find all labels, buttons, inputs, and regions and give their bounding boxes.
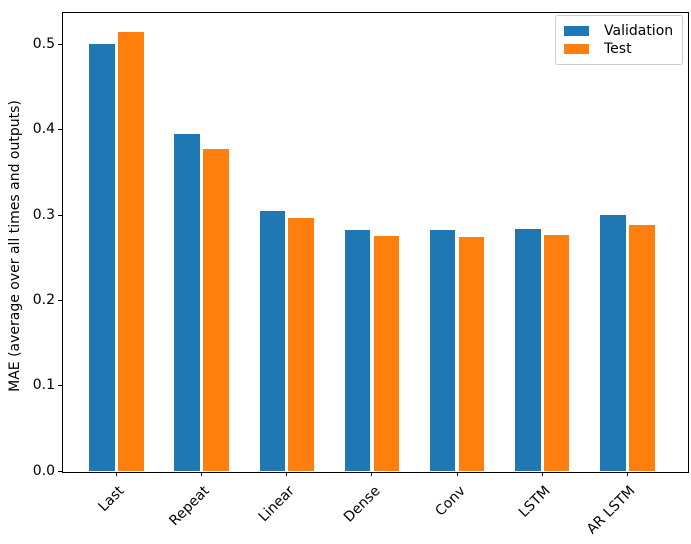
y-tick-label: 0.5 <box>32 35 55 52</box>
bar-validation-lstm <box>514 228 541 471</box>
x-tick-mark <box>626 472 628 476</box>
legend-label-test: Test <box>604 41 632 57</box>
bar-validation-ar-lstm <box>600 215 626 471</box>
x-tick-label-linear: Linear <box>256 483 299 526</box>
test-swatch <box>564 44 589 54</box>
y-tick-label: 0.0 <box>32 462 55 479</box>
y-tick-label: 0.2 <box>32 291 55 308</box>
y-tick-mark <box>58 43 62 45</box>
x-tick-mark <box>201 472 203 476</box>
bar-test-dense <box>373 235 400 471</box>
x-tick-mark <box>541 472 543 476</box>
x-tick-label-repeat: Repeat <box>166 483 213 530</box>
bar-validation-linear <box>259 210 286 471</box>
bar-validation-dense <box>344 230 371 471</box>
y-tick-mark <box>58 214 62 216</box>
x-tick-label-dense: Dense <box>340 483 384 526</box>
bar-test-repeat <box>203 149 229 471</box>
x-tick-mark <box>456 472 458 476</box>
x-tick-mark <box>115 472 117 476</box>
x-tick-label-conv: Conv <box>432 483 469 520</box>
x-tick-mark <box>371 472 373 476</box>
bar-test-last <box>118 31 144 471</box>
y-tick-mark <box>58 299 62 301</box>
legend-item-test: Test <box>564 40 674 58</box>
bar-test-ar-lstm <box>629 225 655 471</box>
y-tick-mark <box>58 470 62 472</box>
y-tick-mark <box>58 385 62 387</box>
legend-item-validation: Validation <box>564 22 674 40</box>
validation-swatch <box>564 26 589 36</box>
bar-test-conv <box>458 237 485 471</box>
y-axis-label: MAE (average over all times and outputs) <box>7 100 23 392</box>
bar-test-lstm <box>543 234 570 471</box>
legend-label-validation: Validation <box>604 23 674 39</box>
x-tick-label-lstm: LSTM <box>515 483 554 521</box>
x-tick-mark <box>286 472 288 476</box>
bar-validation-last <box>89 43 115 471</box>
x-tick-label-ar-lstm: AR LSTM <box>584 483 639 538</box>
legend: Validation Test <box>555 15 683 65</box>
bar-validation-repeat <box>174 134 200 471</box>
y-tick-label: 0.1 <box>32 377 55 394</box>
bar-test-linear <box>288 217 315 471</box>
y-tick-label: 0.4 <box>32 121 55 138</box>
x-tick-label-last: Last <box>95 483 128 515</box>
bar-validation-conv <box>429 230 456 471</box>
y-tick-mark <box>58 129 62 131</box>
y-tick-label: 0.3 <box>32 206 55 223</box>
